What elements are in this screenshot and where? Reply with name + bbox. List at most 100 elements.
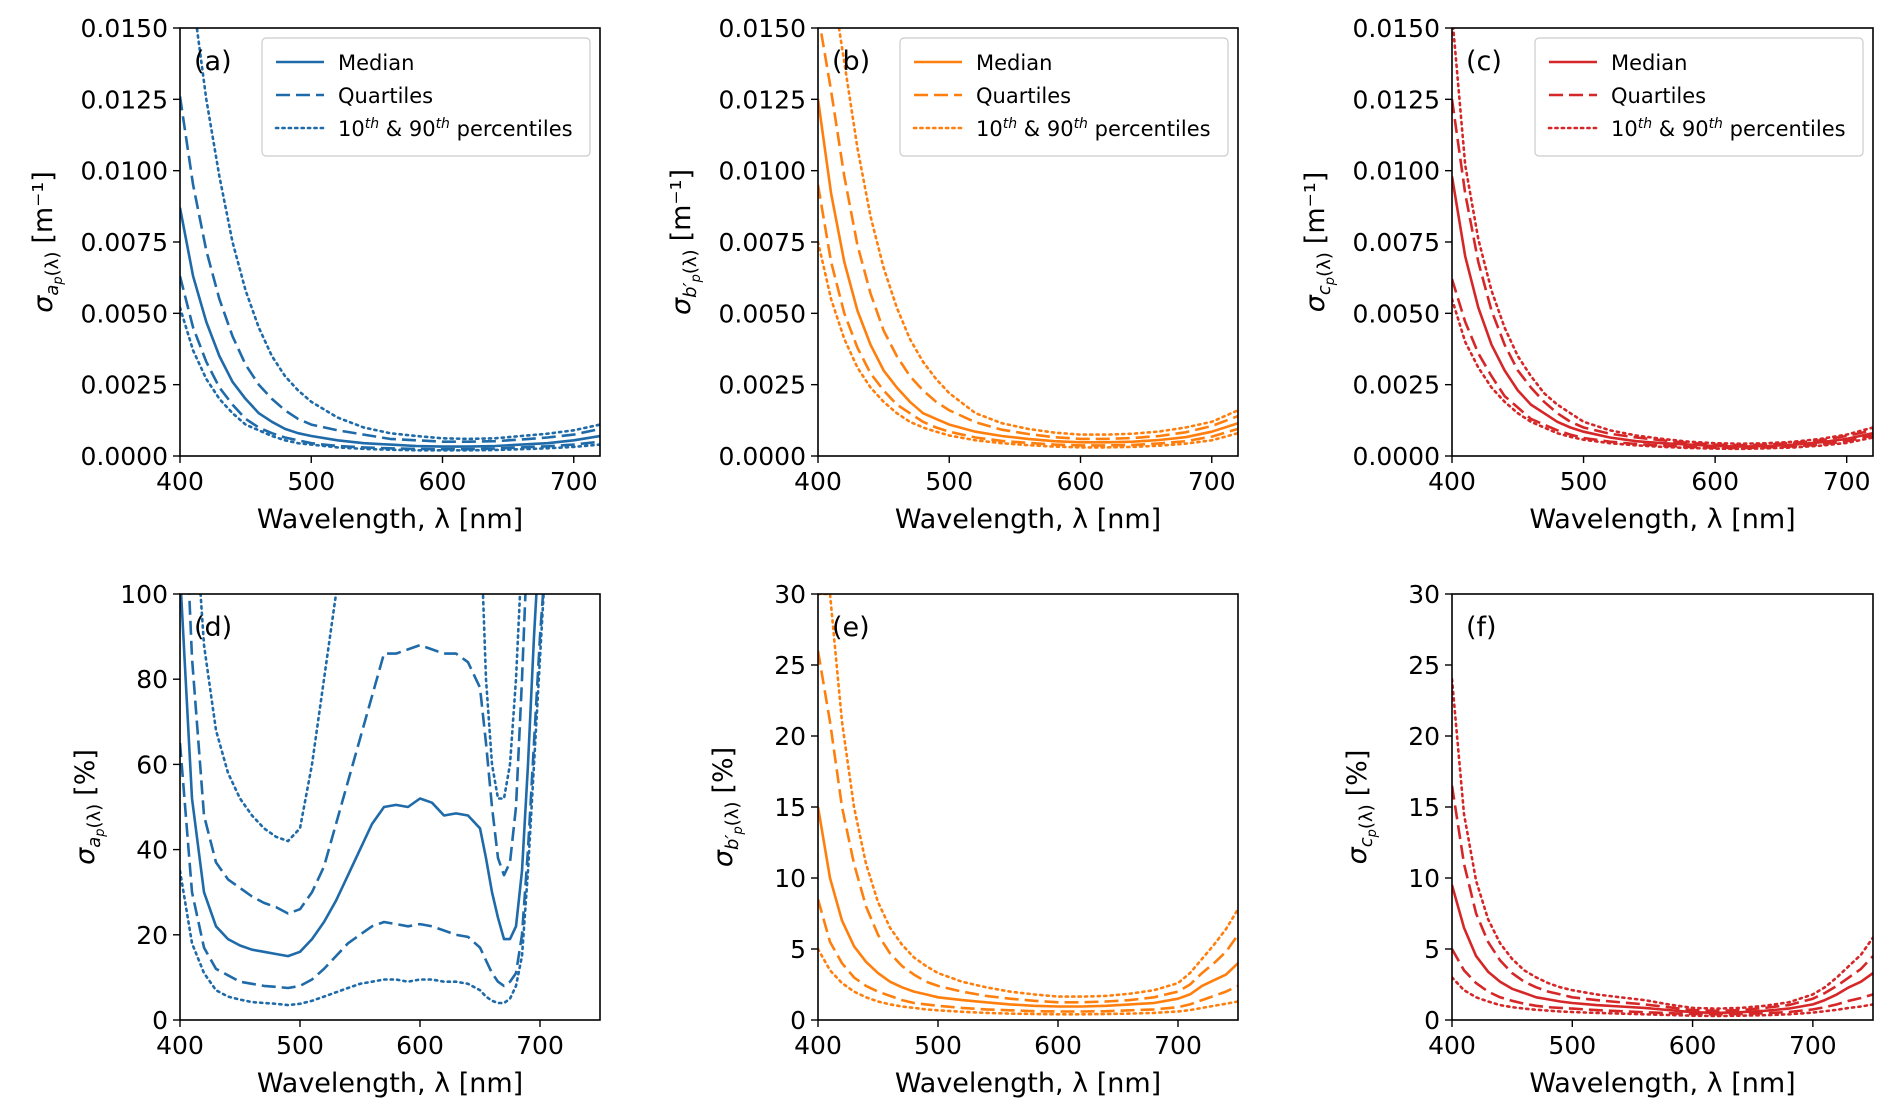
x-tick-label: 700 — [516, 1031, 564, 1060]
x-tick-label: 400 — [794, 1031, 842, 1060]
y-tick-label: 0.0050 — [1353, 299, 1440, 328]
series-line-f-2 — [1452, 948, 1873, 1016]
series-line-d-0 — [180, 594, 538, 958]
x-tick-label: 600 — [1691, 467, 1739, 496]
legend-entry-label: Median — [976, 51, 1052, 75]
series-line-a-3 — [195, 28, 600, 441]
y-tick-label: 0.0075 — [1353, 228, 1440, 257]
y-tick-label: 5 — [1424, 935, 1440, 964]
legend-entry-label: Quartiles — [1611, 84, 1706, 108]
y-axis-label: σcp(λ)[%] — [1342, 750, 1380, 865]
panel-d: 400 500 600 700 0 20 40 60 80 100 Wavelength, λ [n… — [70, 580, 601, 1099]
legend-entry-label: Quartiles — [338, 84, 433, 108]
series-group-e — [818, 594, 1238, 1016]
x-tick-label: 400 — [156, 1031, 204, 1060]
x-axis-label: Wavelength, λ [nm] — [895, 504, 1161, 535]
series-line-f-3 — [1452, 677, 1873, 1010]
x-tick-label: 700 — [550, 467, 598, 496]
legend-box — [1534, 37, 1864, 157]
y-tick-label: 0.0050 — [719, 299, 806, 328]
panel-label: (a) — [194, 46, 232, 77]
panel-b: 400 500 600 700 0.0000 0.0025 0.0050 0.0075 0.01… — [666, 14, 1239, 535]
y-tick-label: 0.0150 — [719, 14, 806, 43]
legend-entry-label: Median — [1611, 51, 1687, 75]
panel-label: (c) — [1466, 46, 1502, 77]
x-axis-label: Wavelength, λ [nm] — [895, 1068, 1161, 1099]
y-axis-label: σap(λ)[m⁻¹] — [28, 171, 66, 313]
legend-entry-label: 10th & 90th percentiles — [976, 116, 1211, 141]
series-line-a-2 — [180, 275, 600, 451]
series-line-e-1 — [818, 650, 1238, 1004]
series-line-a-1 — [180, 96, 600, 444]
x-tick-label: 700 — [1823, 467, 1871, 496]
y-tick-label: 10 — [774, 864, 806, 893]
y-tick-label: 5 — [790, 935, 806, 964]
series-line-d-1 — [187, 594, 527, 915]
series-line-e-4 — [818, 947, 1238, 1016]
y-tick-label: 60 — [136, 750, 168, 779]
y-tick-label: 30 — [774, 580, 806, 609]
x-tick-label: 400 — [156, 467, 204, 496]
series-group-c — [1452, 28, 1873, 451]
series-group-f — [1452, 677, 1873, 1018]
y-tick-label: 10 — [1408, 864, 1440, 893]
y-tick-label: 0.0100 — [719, 157, 806, 186]
panel-f: 400 500 600 700 0 5 10 15 20 25 30 Wavelength, λ [n… — [1342, 580, 1874, 1099]
legend-box — [261, 37, 591, 157]
y-tick-label: 0.0100 — [1353, 157, 1440, 186]
series-line-b-3 — [837, 28, 1238, 436]
y-tick-label: 0.0000 — [719, 442, 806, 471]
legend-entry-label: Median — [338, 51, 414, 75]
x-tick-label: 400 — [1428, 467, 1476, 496]
x-tick-label: 400 — [1428, 1031, 1476, 1060]
series-line-d-4 — [180, 594, 545, 1007]
y-axis-label: σb′p(λ)[%] — [708, 747, 746, 867]
y-tick-label: 15 — [1408, 793, 1440, 822]
panel-label: (e) — [832, 612, 870, 643]
y-tick-label: 0.0125 — [1353, 85, 1440, 114]
legend-entry-label: 10th & 90th percentiles — [1611, 116, 1846, 141]
panel-label: (f) — [1466, 612, 1497, 643]
x-tick-label: 600 — [419, 467, 467, 496]
series-line-c-0 — [1452, 176, 1873, 448]
x-tick-label: 500 — [925, 467, 973, 496]
series-line-b-1 — [819, 28, 1238, 441]
y-tick-label: 25 — [774, 651, 806, 680]
y-tick-label: 0.0050 — [81, 299, 168, 328]
series-line-f-4 — [1452, 976, 1873, 1018]
series-line-b-4 — [818, 240, 1238, 449]
y-tick-label: 80 — [136, 665, 168, 694]
x-tick-label: 600 — [1057, 467, 1105, 496]
x-tick-label: 600 — [1669, 1031, 1717, 1060]
x-tick-label: 500 — [1560, 467, 1608, 496]
x-tick-label: 700 — [1188, 467, 1236, 496]
x-tick-label: 500 — [287, 467, 335, 496]
series-line-f-0 — [1452, 884, 1873, 1015]
y-tick-label: 100 — [120, 580, 168, 609]
series-line-c-4 — [1452, 297, 1873, 451]
series-line-d-2 — [180, 594, 545, 990]
x-tick-label: 600 — [1034, 1031, 1082, 1060]
y-axis-label: σb′p(λ)[m⁻¹] — [666, 169, 704, 315]
y-tick-label: 20 — [136, 921, 168, 950]
series-line-c-3 — [1452, 28, 1873, 446]
y-tick-label: 40 — [136, 836, 168, 865]
y-tick-label: 0.0000 — [81, 442, 168, 471]
y-tick-label: 0.0025 — [719, 371, 806, 400]
y-axis-label: σcp(λ)[m⁻¹] — [1300, 172, 1338, 312]
y-tick-label: 0.0125 — [81, 85, 168, 114]
series-line-b-0 — [818, 99, 1238, 444]
y-tick-label: 0.0025 — [1353, 371, 1440, 400]
y-tick-label: 0.0150 — [1353, 14, 1440, 43]
series-line-c-2 — [1452, 278, 1873, 450]
x-tick-label: 400 — [794, 467, 842, 496]
y-tick-label: 20 — [774, 722, 806, 751]
y-tick-label: 0 — [1424, 1006, 1440, 1035]
y-tick-label: 0 — [152, 1006, 168, 1035]
x-axis-label: Wavelength, λ [nm] — [1529, 1068, 1795, 1099]
series-line-e-2 — [818, 898, 1238, 1013]
legend: Median Quartiles 10th & 90th percentiles — [1534, 37, 1864, 157]
series-line-b-2 — [818, 184, 1238, 447]
series-line-f-1 — [1452, 785, 1873, 1013]
x-tick-label: 500 — [1548, 1031, 1596, 1060]
